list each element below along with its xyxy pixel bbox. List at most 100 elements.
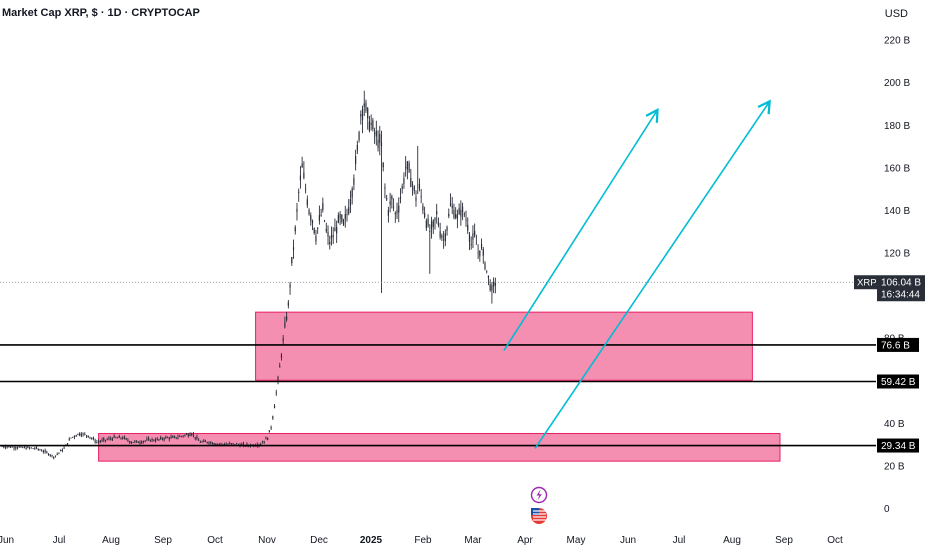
candle-body (222, 444, 224, 445)
x-tick-label: Aug (723, 535, 741, 546)
candle-body (453, 209, 455, 218)
candle-body (49, 454, 51, 456)
candle-body (398, 205, 400, 213)
candle-body (191, 433, 193, 436)
candle-body (66, 443, 69, 445)
candle-body (408, 162, 410, 172)
candle-body (242, 443, 245, 446)
candle-body (203, 440, 205, 443)
last-price-label: 106.04 B (881, 278, 921, 289)
candle-body (85, 435, 88, 436)
candle-body (196, 436, 198, 439)
x-tick-label: Aug (102, 535, 120, 546)
candle-body (18, 446, 20, 448)
candle-body (41, 450, 43, 452)
candle-body (194, 436, 196, 439)
candle-body (411, 184, 414, 186)
candle-body (474, 230, 476, 236)
symbol-label: XRP (857, 278, 877, 289)
candle-body (382, 162, 384, 168)
candle-body (346, 214, 348, 215)
candle-body (394, 213, 396, 215)
candle-body (73, 436, 76, 438)
candle-body (448, 213, 450, 217)
candle-body (296, 208, 298, 213)
candle-body (430, 221, 433, 230)
candle-body (374, 133, 376, 134)
candle-body (198, 440, 200, 441)
candle-body (403, 178, 405, 185)
candle-body (323, 220, 326, 222)
candle-body (391, 195, 393, 200)
candle-body (104, 439, 107, 441)
support-zone (98, 432, 781, 462)
level-price-label: 59.42 B (881, 377, 916, 388)
candle-body (246, 443, 248, 446)
candle-body (273, 405, 276, 409)
candle-body (236, 443, 238, 445)
candle-body (429, 231, 431, 233)
candle-body (115, 437, 117, 438)
candle-body (142, 441, 145, 442)
x-tick-label: Oct (207, 535, 223, 546)
x-tick-label: May (567, 535, 586, 546)
candle-body (387, 209, 389, 216)
candle-body (301, 163, 303, 168)
candle-body (82, 433, 84, 435)
candle-body (241, 444, 243, 446)
candle-body (439, 231, 441, 238)
candle-body (192, 434, 195, 436)
candle-body (432, 220, 434, 227)
candle-body (417, 192, 419, 194)
candle-body (160, 437, 162, 440)
candle-body (79, 433, 81, 436)
candle-body (87, 435, 89, 438)
candle-body (211, 442, 214, 445)
x-tick-label: Dec (310, 535, 328, 546)
symbol-tag (854, 275, 877, 290)
candle-body (37, 449, 39, 450)
candle-body (156, 438, 158, 440)
candle-body (372, 120, 374, 130)
candle-body (468, 234, 471, 242)
candle-body (446, 226, 448, 231)
currency-label[interactable]: USD (884, 8, 908, 20)
candle-body (336, 226, 338, 234)
candle-body (318, 215, 320, 221)
candle-body (234, 444, 236, 445)
candle-body (360, 114, 362, 117)
candle-body (163, 438, 165, 440)
candle-body (80, 433, 82, 436)
candle-body (158, 439, 160, 440)
candle-body (377, 139, 379, 148)
candle-body (315, 235, 317, 242)
candle-body (20, 445, 22, 448)
candle-body (32, 448, 34, 449)
candle-body (175, 437, 177, 439)
candle-body (51, 455, 53, 456)
candle-body (99, 441, 101, 442)
candle-body (298, 191, 300, 193)
candle-body (270, 427, 272, 429)
candle-body (405, 167, 407, 169)
x-tick-label: Jul (53, 535, 66, 546)
candle-body (30, 447, 32, 449)
x-tick-label: Nov (258, 535, 276, 546)
candle-body (4, 446, 7, 448)
candle-body (35, 446, 38, 449)
candle-body (291, 256, 293, 264)
candle-body (168, 437, 170, 440)
candle-body (172, 436, 174, 438)
candle-body (113, 435, 115, 438)
candle-body (284, 322, 286, 328)
candle-body (185, 434, 188, 435)
y-tick-label: 120 B (884, 249, 910, 260)
candle-body (116, 437, 119, 439)
candle-body (303, 172, 305, 179)
x-tick-label: Oct (827, 535, 843, 546)
candle-body (11, 446, 13, 448)
candle-body (461, 206, 464, 213)
candle-body (294, 227, 296, 232)
candle-body (75, 435, 77, 437)
